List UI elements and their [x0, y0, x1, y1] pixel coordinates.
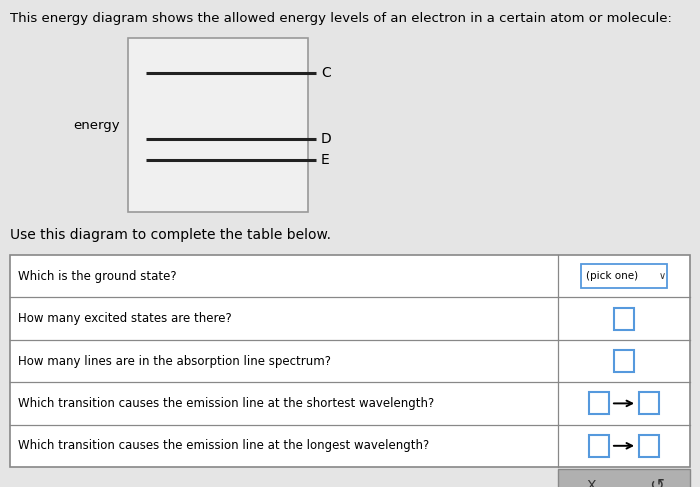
- Text: C: C: [321, 66, 330, 80]
- Text: X: X: [587, 479, 596, 487]
- Bar: [581, 264, 667, 288]
- Text: How many lines are in the absorption line spectrum?: How many lines are in the absorption lin…: [18, 355, 331, 368]
- Bar: [589, 393, 609, 414]
- Text: E: E: [321, 153, 330, 167]
- Bar: [614, 350, 634, 372]
- Text: D: D: [321, 132, 332, 146]
- Bar: [639, 393, 659, 414]
- Text: Which transition causes the emission line at the shortest wavelength?: Which transition causes the emission lin…: [18, 397, 434, 410]
- Bar: [128, 38, 308, 212]
- Text: This energy diagram shows the allowed energy levels of an electron in a certain : This energy diagram shows the allowed en…: [10, 12, 672, 25]
- Text: energy: energy: [74, 118, 120, 131]
- Bar: [639, 435, 659, 457]
- Bar: [558, 469, 690, 487]
- Text: How many excited states are there?: How many excited states are there?: [18, 312, 232, 325]
- Bar: [10, 255, 690, 467]
- Text: Use this diagram to complete the table below.: Use this diagram to complete the table b…: [10, 228, 331, 242]
- Text: (pick one): (pick one): [586, 271, 638, 281]
- Text: ↺: ↺: [650, 477, 664, 487]
- Bar: [614, 308, 634, 330]
- Text: Which transition causes the emission line at the longest wavelength?: Which transition causes the emission lin…: [18, 439, 429, 452]
- Text: ∨: ∨: [659, 271, 666, 281]
- Text: Which is the ground state?: Which is the ground state?: [18, 270, 176, 282]
- Bar: [589, 435, 609, 457]
